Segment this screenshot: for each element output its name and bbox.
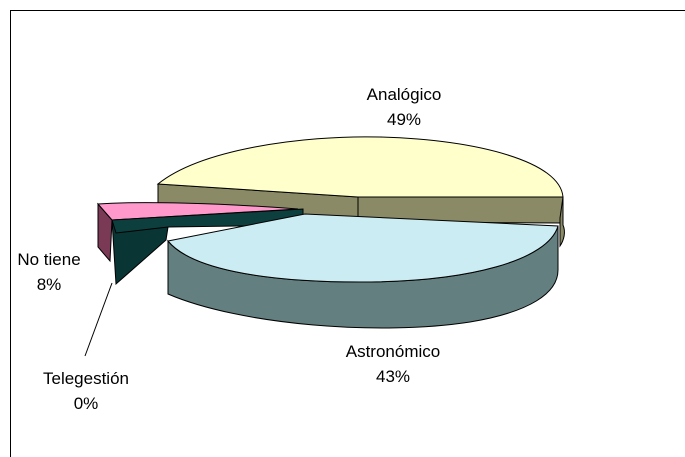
slice-no-tiene[interactable] xyxy=(96,202,299,221)
percent-astronomico: 43% xyxy=(376,367,410,386)
percent-telegestion: 0% xyxy=(74,394,99,413)
slice-analogico-rim xyxy=(559,196,565,248)
telegestion-leader-line xyxy=(84,282,113,357)
label-analogico: Analógico xyxy=(367,85,442,104)
percent-analogico: 49% xyxy=(387,110,421,129)
label-no-tiene: No tiene xyxy=(17,250,80,269)
label-astronomico: Astronómico xyxy=(346,342,440,361)
slice-astronomico[interactable] xyxy=(167,213,559,283)
percent-no-tiene: 8% xyxy=(37,275,62,294)
slice-telegestion[interactable] xyxy=(111,208,304,234)
slice-analogico[interactable] xyxy=(156,136,564,198)
label-telegestion: Telegestión xyxy=(43,369,129,388)
